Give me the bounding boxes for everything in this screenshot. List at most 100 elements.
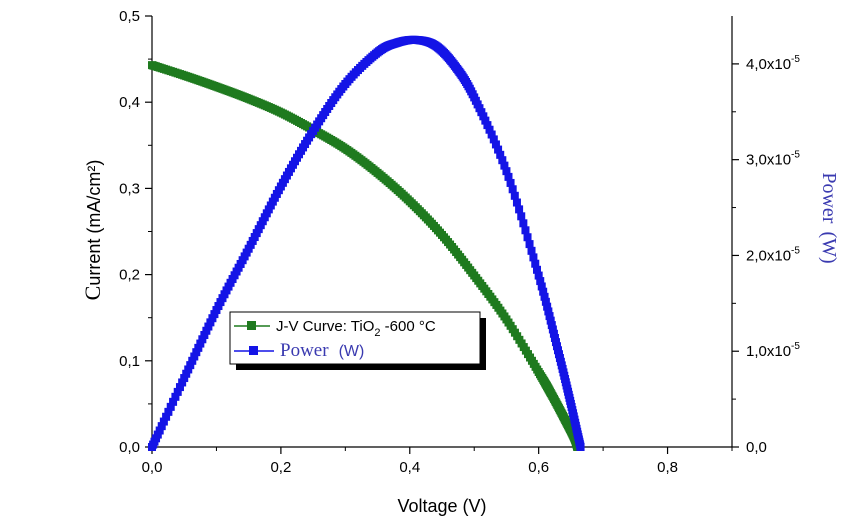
series-marker	[549, 329, 558, 338]
series-marker	[212, 306, 221, 315]
x-tick-label: 0,4	[399, 459, 420, 476]
series-marker	[153, 430, 162, 439]
y-left-axis-title: Current (mA/cm²)	[80, 160, 105, 301]
y-left-tick-label: 0,4	[119, 94, 140, 111]
series-marker	[173, 387, 182, 396]
series-marker	[204, 322, 213, 331]
series-marker	[544, 307, 553, 316]
series-marker	[551, 338, 560, 347]
series-marker	[517, 212, 526, 221]
series-marker	[164, 407, 173, 416]
series-j-v-curve	[148, 61, 582, 451]
series-marker	[506, 178, 515, 187]
x-tick-label: 0,0	[142, 459, 163, 476]
y-right-tick-label: 1,0x10-5	[746, 341, 800, 360]
series-marker	[533, 265, 542, 274]
series-marker	[159, 417, 168, 426]
series-marker	[529, 253, 538, 262]
series-marker	[200, 331, 209, 340]
series-marker	[537, 282, 546, 291]
series-marker	[202, 326, 211, 335]
y-left-tick-label: 0,5	[119, 8, 140, 25]
series-marker	[523, 233, 532, 242]
series-marker	[540, 292, 549, 301]
y-left-tick-label: 0,2	[119, 267, 140, 284]
series-marker	[552, 342, 561, 351]
y-left-tick-label: 0,1	[119, 353, 140, 370]
x-axis-title: Voltage (V)	[397, 496, 486, 516]
series-marker	[206, 318, 215, 327]
series-layer	[148, 35, 585, 451]
y-right-tick-label: 3,0x10-5	[746, 150, 800, 169]
series-marker	[481, 116, 490, 125]
y-right-axis-title: Power(W)	[818, 172, 840, 263]
series-marker	[504, 172, 513, 181]
legend-box	[229, 311, 481, 365]
series-marker	[210, 310, 219, 319]
series-marker	[166, 402, 175, 411]
series-marker	[196, 339, 205, 348]
series-marker	[184, 365, 193, 374]
series-marker	[494, 145, 503, 154]
series-marker	[527, 246, 536, 255]
series-marker	[496, 150, 505, 159]
y-right-tick-label: 4,0x10-5	[746, 54, 800, 73]
series-marker	[188, 356, 197, 365]
series-marker	[180, 374, 189, 383]
series-marker	[546, 316, 555, 325]
series-marker	[198, 335, 207, 344]
series-marker	[548, 325, 557, 334]
series-marker	[525, 240, 534, 249]
series-marker	[477, 108, 486, 117]
series-power	[148, 35, 585, 451]
ticks-layer: 0,0 0,2 0,4 0,6 0,8 0,0 0,1 0,2 0,3 0,4 0,5 0,0 1,0x…	[119, 8, 800, 476]
y-right-tick-label: 0,0	[746, 439, 767, 456]
series-marker	[547, 321, 556, 330]
legend-jv-marker	[247, 321, 256, 330]
series-marker	[519, 219, 528, 228]
x-tick-label: 0,8	[657, 459, 678, 476]
series-marker	[521, 226, 530, 235]
series-marker	[576, 443, 585, 451]
series-marker	[171, 392, 180, 401]
series-marker	[545, 312, 554, 321]
series-marker	[500, 161, 509, 170]
series-marker	[208, 314, 217, 323]
series-marker	[534, 271, 543, 280]
series-marker	[539, 287, 548, 296]
series-marker	[157, 422, 166, 431]
series-marker	[175, 383, 184, 392]
x-tick-label: 0,6	[528, 459, 549, 476]
series-marker	[508, 185, 517, 194]
series-marker	[485, 125, 494, 134]
series-marker	[487, 130, 496, 139]
series-marker	[543, 302, 552, 311]
series-marker	[479, 112, 488, 121]
x-tick-label: 0,2	[270, 459, 291, 476]
series-marker	[515, 205, 524, 214]
legend: J-V Curve: TiO2 -600 °C Power (W)	[229, 311, 486, 370]
series-marker	[182, 369, 191, 378]
series-marker	[536, 277, 545, 286]
legend-power-text: Power (W)	[280, 340, 364, 361]
legend-jv-text: J-V Curve: TiO2 -600 °C	[276, 318, 436, 339]
series-marker	[550, 333, 559, 342]
legend-power-marker	[249, 346, 258, 355]
series-marker	[192, 348, 201, 357]
series-marker	[502, 167, 511, 176]
y-left-tick-label: 0,3	[119, 180, 140, 197]
series-marker	[491, 140, 500, 149]
y-left-tick-label: 0,0	[119, 439, 140, 456]
series-marker	[190, 352, 199, 361]
series-marker	[483, 121, 492, 130]
series-marker	[178, 378, 187, 387]
series-marker	[512, 198, 521, 207]
series-marker	[498, 156, 507, 165]
series-marker	[162, 412, 171, 421]
series-marker	[510, 191, 519, 200]
series-marker	[541, 297, 550, 306]
series-marker	[489, 135, 498, 144]
series-marker	[531, 259, 540, 268]
series-marker	[155, 426, 164, 435]
